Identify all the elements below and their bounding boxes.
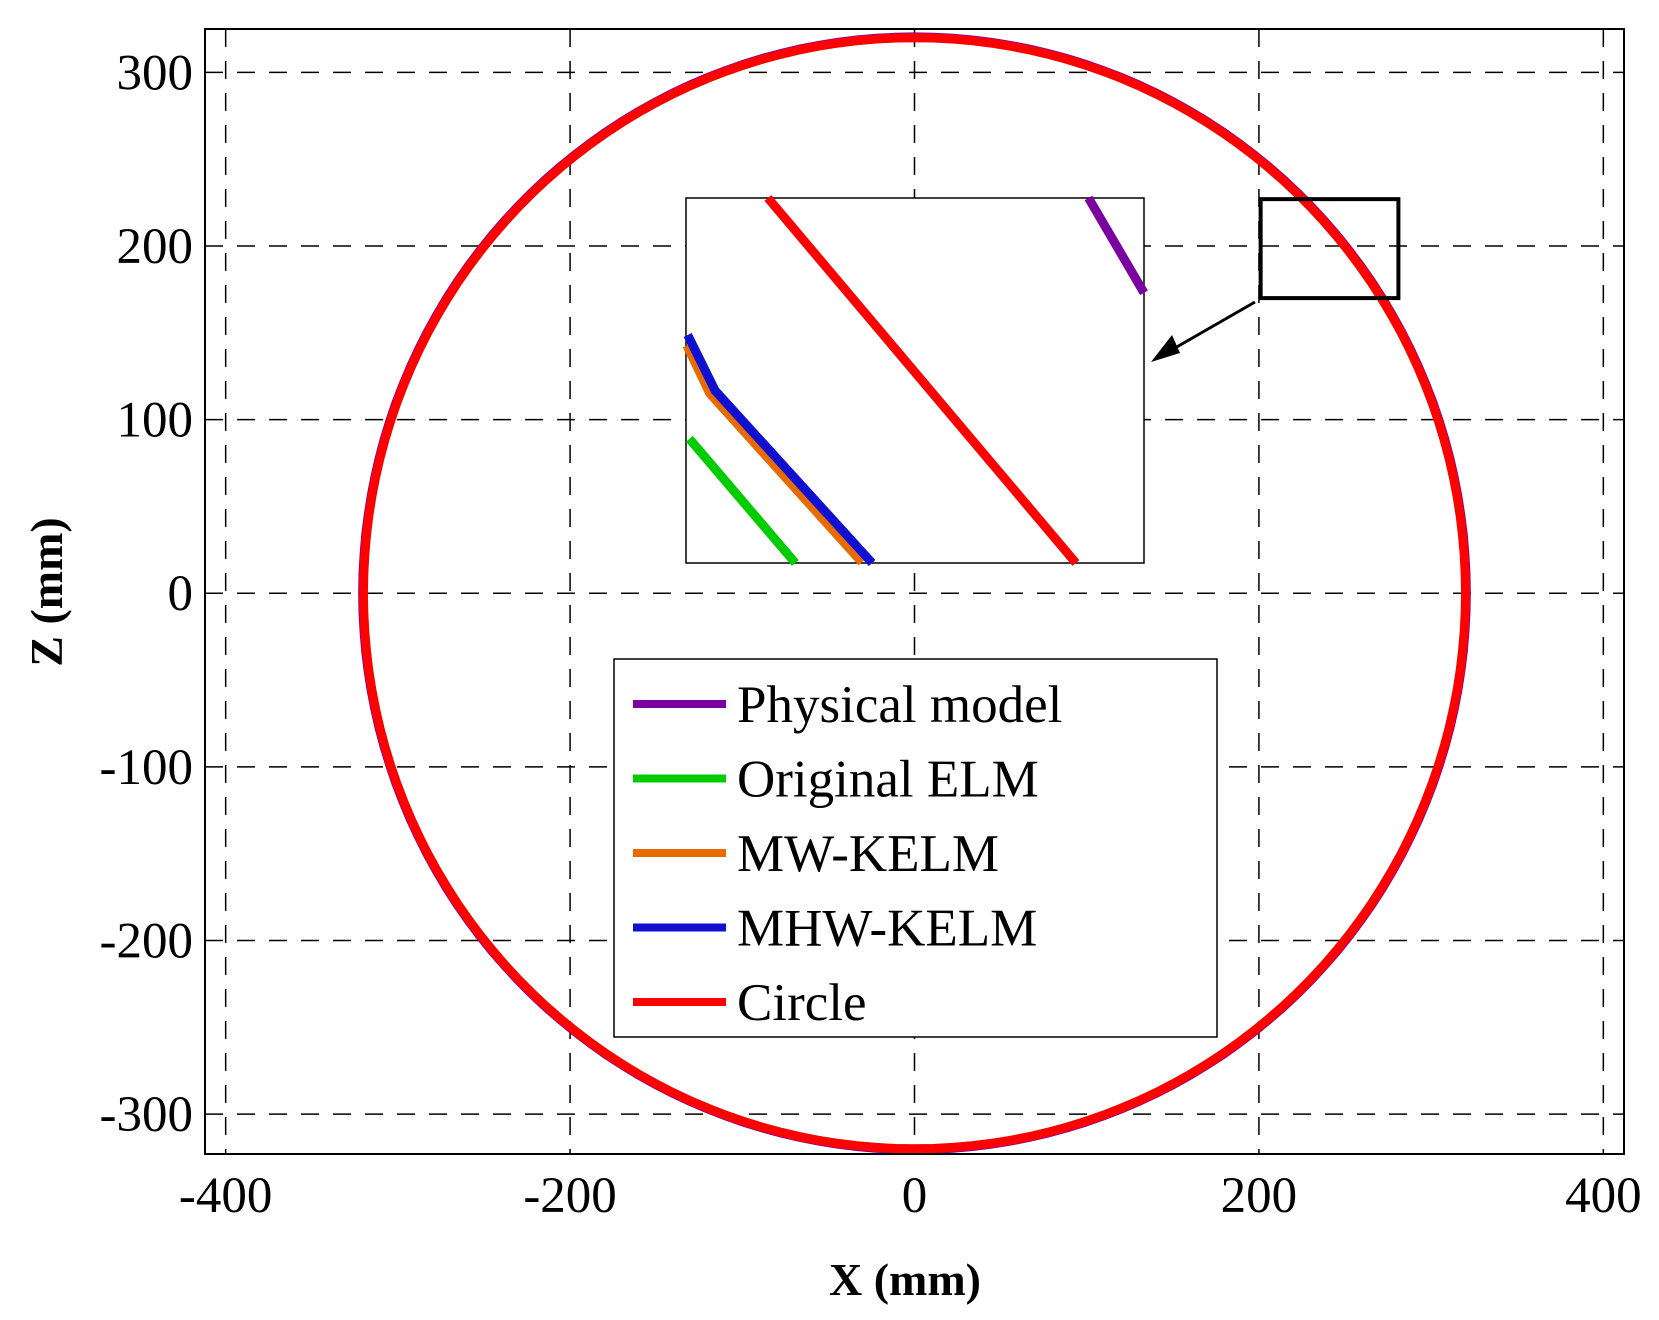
series-lines [358,32,1471,1155]
legend-label: Physical model [737,676,1062,734]
x-tick-label: 200 [1221,1168,1298,1224]
x-tick-label: -400 [179,1168,272,1224]
legend: Physical model Original ELM MW-KELM MHW-KEL… [613,658,1218,1038]
plot-frame [204,28,1625,1155]
legend-label: MW-KELM [737,825,999,883]
series-circle [358,33,1471,1154]
zoom-box-rect [1258,197,1401,301]
y-tick-label: -100 [100,740,193,796]
legend-label: Circle [737,974,867,1032]
inset-line-mw-kelm [682,344,864,566]
y-tick-label: -300 [100,1087,193,1143]
y-tick-label: 200 [117,219,194,275]
inset-line-physical-model [1084,195,1148,296]
x-tick-label: 0 [902,1168,928,1224]
inset-frame [685,197,1145,564]
zoom-arrow [1167,300,1256,354]
y-tick-label: -200 [100,913,193,969]
legend-label: MHW-KELM [737,900,1037,958]
inset-line-circle [764,195,1080,566]
inset-line-original-elm [685,435,799,566]
x-axis-label: X (mm) [829,1254,981,1305]
y-tick-label: 0 [168,566,194,622]
y-tick-label: 300 [117,45,194,101]
legend-box [613,658,1218,1038]
y-axis-label: Z (mm) [21,517,72,666]
zoom-region-box [1258,197,1401,301]
zoom-arrow-head [1151,335,1180,362]
tick-labels: -400 -200 0 200 400 -300 -200 -100 0 100 200 300 [100,45,1642,1224]
inset-axes [682,195,1148,567]
inset-line-mhw-kelm [683,333,876,567]
x-tick-label: -200 [523,1168,616,1224]
legend-label: Original ELM [737,751,1039,809]
y-tick-label: 100 [117,393,194,449]
x-tick-label: 400 [1565,1168,1642,1224]
